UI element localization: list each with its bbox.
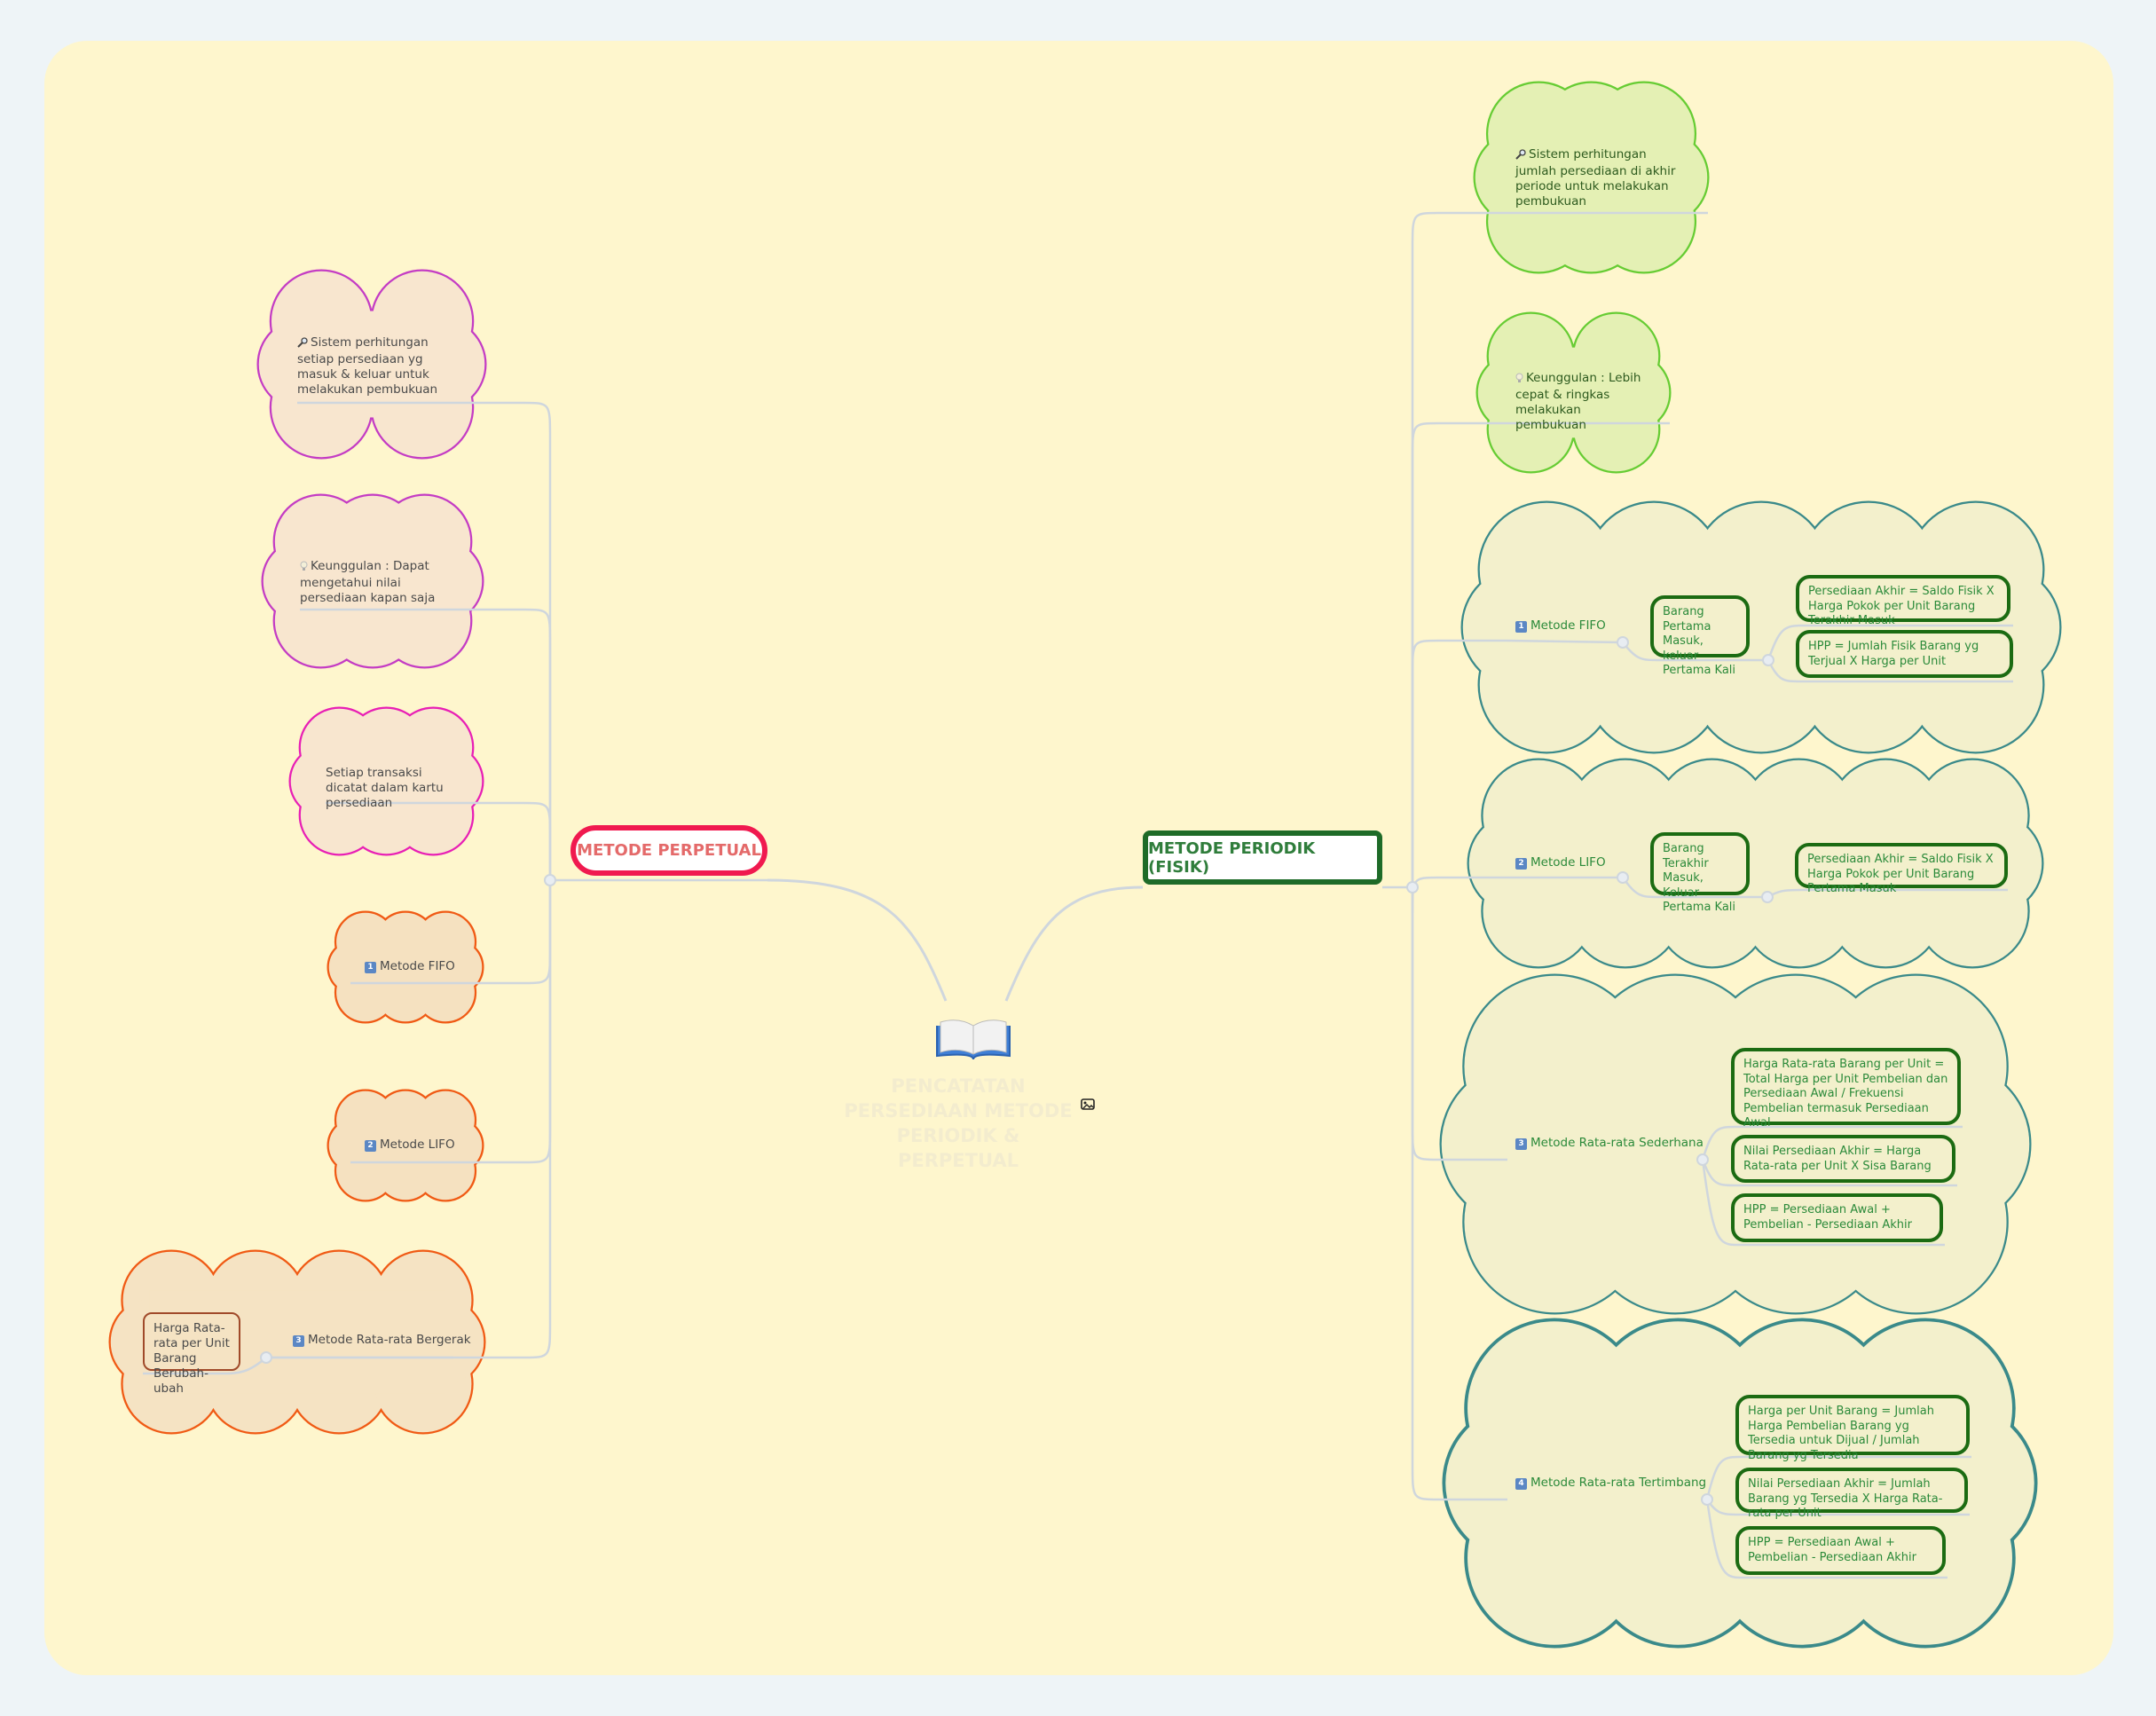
cloud-shape: [261, 493, 484, 669]
connector-line: [1411, 639, 1507, 887]
left-topic-transaksi[interactable]: Setiap transaksi dicatat dalam kartu per…: [326, 766, 444, 810]
connector-line: [1767, 624, 2013, 661]
lightbulb-icon: [300, 561, 308, 576]
connector-line: [300, 608, 552, 880]
number-3-icon: 3: [1515, 1138, 1527, 1150]
cloud-shape: [288, 706, 484, 856]
connector-line: [1411, 211, 1708, 887]
branch-node-dot[interactable]: [260, 1351, 272, 1364]
number-4-icon: 4: [1515, 1478, 1527, 1490]
connector-line: [1411, 421, 1670, 887]
central-topic-title[interactable]: PENCATATAN PERSEDIAAN METODE PERIODIK & …: [844, 1075, 1073, 1171]
open-book-icon: [933, 1017, 1013, 1065]
left-topic-rata-rata-bergerak[interactable]: 3 Metode Rata-rata Bergerak: [293, 1333, 471, 1348]
connector-line: [1705, 1455, 1971, 1500]
formula-box[interactable]: Nilai Persediaan Akhir = Harga Rata-rata…: [1731, 1135, 1955, 1183]
left-topic-sistem[interactable]: Sistem perhitungan setiap persediaan yg …: [297, 335, 438, 397]
subtopic-harga-berubah[interactable]: Harga Rata-rata per Unit Barang Berubah-…: [143, 1312, 240, 1396]
formula-box[interactable]: HPP = Persediaan Awal + Pembelian - Pers…: [1731, 1193, 1943, 1242]
formula-box[interactable]: Persediaan Akhir = Saldo Fisik X Harga P…: [1796, 575, 2010, 627]
branch-node-dot[interactable]: [1762, 654, 1774, 666]
formula-box[interactable]: Persediaan Akhir = Saldo Fisik X Harga P…: [1795, 843, 2008, 895]
lightbulb-icon: [1515, 373, 1523, 388]
branch-node-dot[interactable]: [1617, 871, 1629, 884]
image-icon[interactable]: [1081, 1097, 1095, 1114]
formula-box[interactable]: Harga Rata-rata Barang per Unit = Total …: [1731, 1048, 1961, 1130]
connector-line: [326, 801, 552, 880]
connector-line: [1411, 876, 1507, 914]
connector-line: [297, 401, 552, 880]
right-topic-rata-rata-tertimbang[interactable]: 4 Metode Rata-rata Tertimbang: [1515, 1476, 1706, 1491]
connector-line: [266, 880, 552, 1359]
cloud-shape: [1475, 311, 1672, 474]
connector-line: [1411, 887, 1507, 1501]
left-topic-keunggulan[interactable]: Keunggulan : Dapat mengetahui nilai pers…: [300, 559, 436, 605]
connector-line: [1705, 1499, 1947, 1579]
right-topic-keunggulan[interactable]: Keunggulan : Lebih cepat & ringkas melak…: [1515, 371, 1641, 432]
branch-node-dot[interactable]: [1701, 1493, 1713, 1506]
connector-line: [1004, 886, 1144, 1002]
left-topic-fifo[interactable]: 1 Metode FIFO: [365, 959, 455, 974]
formula-box[interactable]: HPP = Jumlah Fisik Barang yg Terjual X H…: [1796, 630, 2013, 678]
number-2-icon: 2: [1515, 858, 1527, 870]
branch-node-dot[interactable]: [544, 874, 556, 886]
connector-line: [1701, 1159, 1957, 1187]
connector-line: [1411, 887, 1507, 1161]
connector-line: [1767, 659, 2013, 683]
branch-node-dot[interactable]: [1617, 636, 1629, 649]
topic-metode-perpetual[interactable]: METODE PERPETUAL: [570, 825, 767, 876]
number-2-icon: 2: [365, 1140, 376, 1152]
left-topic-lifo[interactable]: 2 Metode LIFO: [365, 1137, 455, 1153]
subtopic-fifo-desc[interactable]: Barang Pertama Masuk, keluar Pertama Kal…: [1650, 595, 1750, 677]
right-topic-rata-rata-sederhana[interactable]: 3 Metode Rata-rata Sederhana: [1515, 1136, 1704, 1151]
right-topic-sistem[interactable]: Sistem perhitungan jumlah persediaan di …: [1515, 147, 1676, 209]
branch-node-dot[interactable]: [1761, 891, 1774, 903]
formula-box[interactable]: Harga per Unit Barang = Jumlah Harga Pem…: [1735, 1395, 1970, 1462]
formula-box[interactable]: HPP = Persediaan Awal + Pembelian - Pers…: [1735, 1526, 1946, 1575]
number-1-icon: 1: [365, 962, 376, 973]
topic-metode-periodik[interactable]: METODE PERIODIK (FISIK): [1143, 830, 1382, 885]
right-topic-lifo[interactable]: 2 Metode LIFO: [1515, 855, 1606, 870]
cloud-shape: [327, 910, 484, 1024]
branch-node-dot[interactable]: [1696, 1153, 1709, 1166]
formula-box[interactable]: Nilai Persediaan Akhir = Jumlah Barang y…: [1735, 1468, 1968, 1520]
connector-line: [1701, 1159, 1945, 1247]
magnifier-icon: [1515, 149, 1526, 164]
cloud-shape: [1473, 81, 1710, 274]
connector-line: [1701, 1125, 1963, 1161]
branch-node-dot[interactable]: [1406, 881, 1419, 893]
number-3-icon: 3: [293, 1335, 304, 1347]
connector-line: [767, 878, 948, 1002]
cloud-shape: [256, 269, 487, 460]
magnifier-icon: [297, 337, 308, 352]
cloud-shape: [327, 1089, 484, 1202]
number-1-icon: 1: [1515, 621, 1527, 633]
right-topic-fifo[interactable]: 1 Metode FIFO: [1515, 618, 1606, 634]
subtopic-lifo-desc[interactable]: Barang Terakhir Masuk, Keluar Pertama Ka…: [1650, 832, 1750, 914]
connector-line: [350, 880, 552, 1164]
